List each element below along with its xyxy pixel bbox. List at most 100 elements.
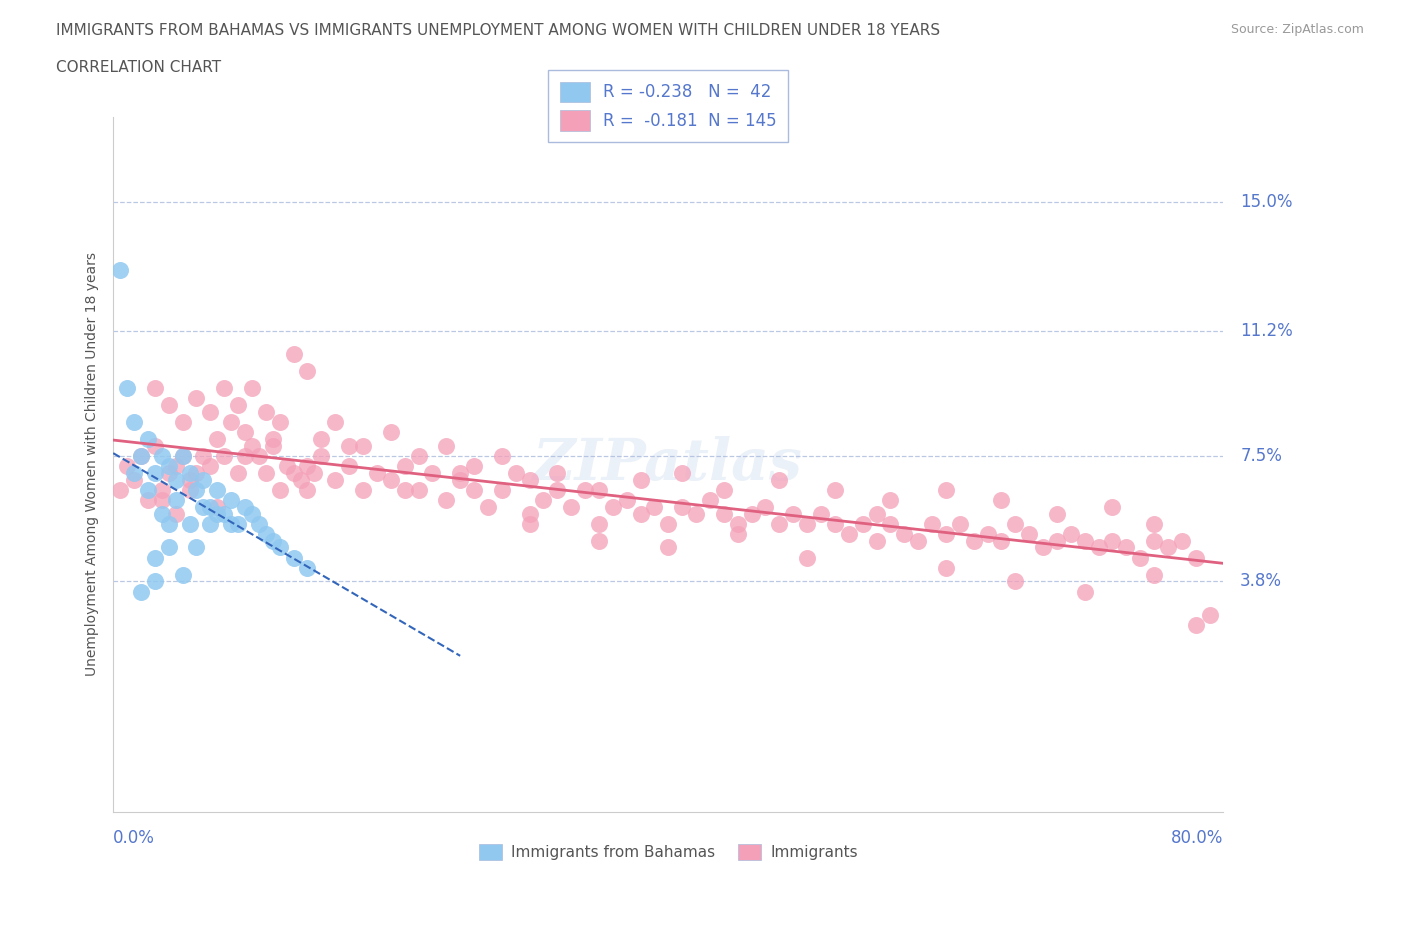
Point [179,516,201,531]
Point [200,458,222,473]
Point [269,540,291,555]
Point [935,561,957,576]
Point [172,567,194,582]
Point [935,526,957,541]
Point [269,483,291,498]
Point [262,432,284,446]
Point [449,472,471,487]
Point [172,415,194,430]
Point [207,483,229,498]
Point [630,506,652,521]
Point [311,448,333,463]
Point [108,483,131,498]
Point [935,483,957,498]
Point [226,398,249,413]
Point [824,483,846,498]
Point [1143,516,1166,531]
Point [1157,540,1180,555]
Point [143,574,166,589]
Point [269,415,291,430]
Point [1143,567,1166,582]
Point [685,506,707,521]
Point [574,483,596,498]
Point [212,448,235,463]
Point [129,448,152,463]
Point [643,499,665,514]
Point [337,438,360,453]
Text: 7.5%: 7.5% [1240,447,1282,465]
Point [1101,533,1123,548]
Point [1184,618,1206,632]
Point [207,499,229,514]
Point [150,483,173,498]
Point [408,448,430,463]
Point [491,448,513,463]
Point [1198,608,1220,623]
Point [323,415,346,430]
Point [186,540,208,555]
Point [143,381,166,396]
Point [179,483,201,498]
Point [276,458,298,473]
Point [207,506,229,521]
Point [108,262,131,277]
Point [219,415,242,430]
Point [366,466,388,481]
Point [657,516,679,531]
Point [976,526,998,541]
Point [394,483,416,498]
Point [297,561,319,576]
Point [165,472,187,487]
Point [247,516,270,531]
Point [212,381,235,396]
Point [921,516,943,531]
Point [157,540,180,555]
Point [1184,551,1206,565]
Point [588,483,610,498]
Point [323,472,346,487]
Point [699,493,721,508]
Point [219,516,242,531]
Point [165,493,187,508]
Point [477,499,499,514]
Point [519,472,541,487]
Point [1073,584,1095,599]
Point [157,516,180,531]
Text: CORRELATION CHART: CORRELATION CHART [56,60,221,75]
Point [136,432,159,446]
Point [157,398,180,413]
Point [754,499,776,514]
Point [519,506,541,521]
Point [713,506,735,521]
Point [824,516,846,531]
Point [1115,540,1137,555]
Point [1046,533,1069,548]
Point [865,533,887,548]
Point [283,551,305,565]
Point [143,551,166,565]
Point [200,516,222,531]
Point [588,516,610,531]
Point [283,347,305,362]
Point [852,516,875,531]
Point [796,516,818,531]
Point [219,493,242,508]
Point [172,448,194,463]
Point [893,526,915,541]
Point [179,472,201,487]
Point [380,472,402,487]
Point [463,483,485,498]
Point [143,466,166,481]
Point [907,533,929,548]
Y-axis label: Unemployment Among Women with Children Under 18 years: Unemployment Among Women with Children U… [86,252,100,676]
Point [1101,499,1123,514]
Point [1032,540,1054,555]
Point [207,432,229,446]
Point [240,438,263,453]
Point [380,425,402,440]
Point [463,458,485,473]
Point [297,483,319,498]
Point [616,493,638,508]
Text: 80.0%: 80.0% [1171,829,1223,846]
Point [352,483,374,498]
